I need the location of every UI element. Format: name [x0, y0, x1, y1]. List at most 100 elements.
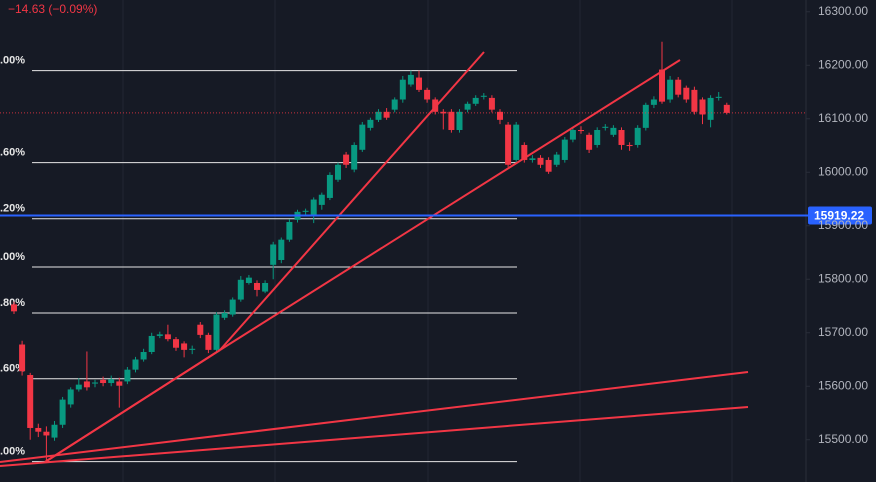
candle-body [59, 399, 66, 425]
candle-body [19, 344, 26, 372]
candle-body [335, 164, 341, 180]
overlay: 15919.22 [0, 112, 872, 225]
candle-body [189, 348, 196, 350]
fib-levels: .00% .60% .20% .00% .80% .60% .00% [0, 55, 517, 463]
candle-body [173, 339, 179, 348]
candle-body [213, 314, 220, 350]
candle-body [359, 124, 366, 150]
candle-body [286, 222, 293, 240]
fib-label: .00% [0, 446, 25, 458]
candle-body [197, 324, 204, 335]
candle-body [132, 359, 139, 370]
candle-body [399, 79, 406, 100]
price-label-box [808, 206, 872, 225]
candle-body [205, 334, 212, 350]
candle-body [464, 103, 471, 110]
candle-body [691, 89, 698, 112]
candle-body [521, 144, 528, 160]
candle-body [383, 111, 390, 118]
candle-body [351, 144, 358, 170]
trend-line [0, 371, 749, 463]
candle-body [659, 69, 665, 102]
candle-body [529, 158, 536, 160]
trend-line [44, 349, 221, 463]
trend-line [219, 51, 485, 351]
fib-label: .60% [0, 363, 25, 375]
candle-body [723, 104, 730, 113]
trend-lines [0, 51, 749, 467]
y-tick-label: 15500.00 [818, 432, 868, 446]
candle-body [618, 129, 625, 145]
candle-body [310, 199, 317, 215]
candle-body [229, 299, 236, 315]
candle-body [245, 277, 252, 283]
candle-body [343, 154, 350, 165]
trend-line [0, 406, 749, 467]
y-tick-label: 15900.00 [818, 218, 868, 232]
fib-label: .60% [0, 147, 25, 159]
candle-body [424, 89, 431, 100]
y-tick-label: 16300.00 [818, 4, 868, 18]
candle-body [367, 119, 374, 128]
time-grid [122, 0, 733, 482]
candle-body [140, 352, 147, 360]
candle-body [650, 99, 657, 105]
candle-body [278, 239, 285, 260]
candle-body [602, 126, 609, 128]
candle-body [108, 379, 115, 384]
candle-body [148, 335, 155, 353]
candle-body [561, 139, 568, 160]
candle-body [83, 381, 90, 388]
candle-body [715, 96, 722, 98]
candle-body [116, 381, 123, 386]
candle-body [221, 312, 228, 318]
candle-body [440, 111, 447, 114]
y-tick-label: 16100.00 [818, 111, 868, 125]
candle-body [545, 159, 552, 172]
candle-body [124, 369, 131, 382]
candle-body [448, 111, 455, 130]
candle-body [553, 154, 560, 165]
candle-body [610, 127, 617, 135]
candle-body [699, 99, 706, 115]
candle-body [488, 97, 495, 110]
candle-body [318, 194, 325, 205]
candle-body [262, 282, 269, 292]
candle-body [416, 77, 422, 90]
y-tick-label: 16200.00 [818, 57, 868, 71]
y-tick-label: 16000.00 [818, 164, 868, 178]
candle-body [100, 379, 107, 384]
y-tick-label: 15600.00 [818, 378, 868, 392]
candle-body [626, 144, 633, 147]
fib-label: .00% [0, 55, 25, 67]
y-tick-label: 15800.00 [818, 271, 868, 285]
fib-label: .80% [0, 297, 25, 309]
candle-body [497, 111, 503, 120]
trend-line [219, 59, 681, 351]
candle-body [43, 431, 50, 436]
candles [11, 41, 730, 461]
candle-body [537, 157, 544, 165]
candle-body [181, 343, 188, 350]
y-tick-label: 15700.00 [818, 325, 868, 339]
candle-body [375, 111, 382, 120]
candle-body [391, 99, 398, 110]
candle-body [472, 97, 479, 104]
candle-body [254, 282, 260, 290]
candle-body [480, 95, 487, 97]
candle-body [270, 244, 277, 265]
candle-body [35, 427, 42, 432]
candle-body [302, 210, 309, 212]
candle-body [634, 127, 641, 145]
candle-body [237, 279, 244, 300]
candle-body [683, 87, 690, 100]
candle-body [513, 124, 520, 160]
candle-body [51, 424, 58, 438]
candle-body [27, 375, 34, 428]
candle-body [578, 129, 584, 132]
candle-body [569, 129, 576, 140]
change-text: −14.63 (−0.09%) [8, 2, 97, 16]
